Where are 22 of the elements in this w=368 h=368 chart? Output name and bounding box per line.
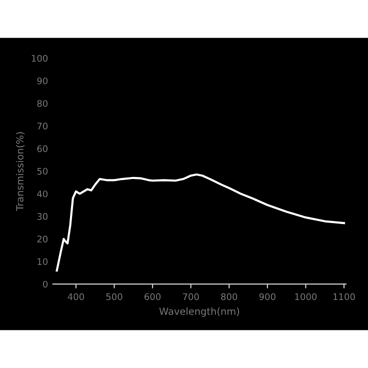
y-tick-label: 70 [37, 122, 48, 130]
y-tick-label: 100 [32, 54, 48, 62]
y-axis-title: Transmission(%) [16, 132, 25, 211]
x-tick-label: 600 [144, 293, 161, 300]
y-tick-label: 50 [37, 168, 48, 175]
y-tick-label: 30 [37, 213, 48, 220]
y-tick-label: 80 [37, 100, 48, 107]
x-tick-label: 900 [259, 293, 276, 300]
x-axis-title: Wavelength(nm) [159, 307, 240, 317]
x-tick-label: 700 [182, 293, 199, 300]
line-series [56, 173, 346, 272]
x-tick-label: 400 [68, 293, 84, 300]
y-tick-label: 90 [37, 77, 48, 84]
x-tick-label: 1000 [295, 293, 317, 300]
y-tick-label: 40 [37, 190, 48, 198]
x-tick-label: 800 [221, 293, 238, 300]
y-tick-label: 0 [42, 280, 48, 288]
y-tick-label: 20 [37, 236, 48, 242]
x-tick-label: 500 [106, 293, 122, 300]
x-tick-label: 1100 [334, 293, 355, 300]
y-tick-label: 10 [38, 258, 48, 266]
y-tick-label: 60 [37, 145, 48, 152]
